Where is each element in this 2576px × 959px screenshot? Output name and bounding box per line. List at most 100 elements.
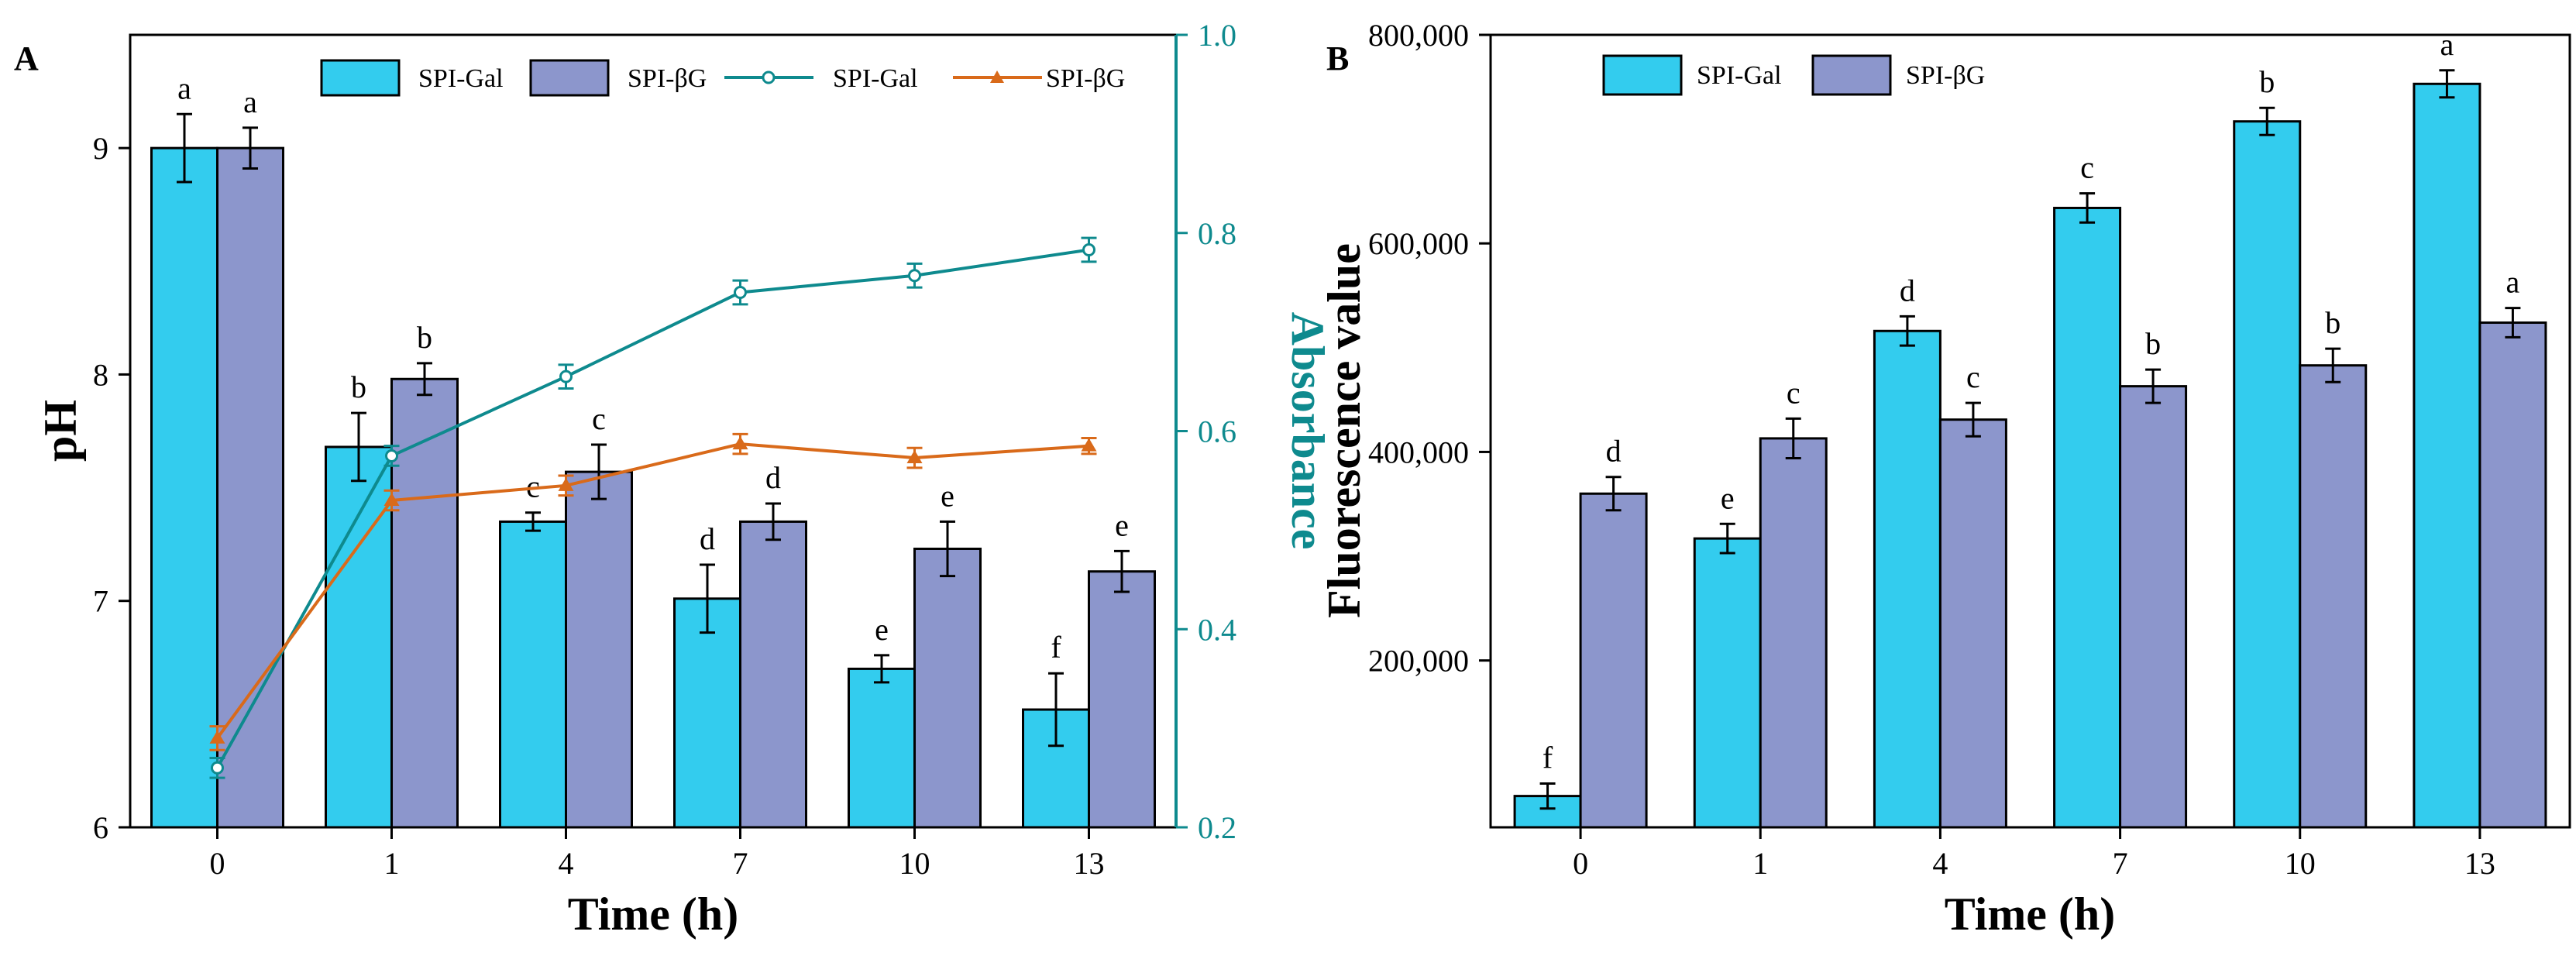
panel-a-y-title: pH bbox=[35, 400, 86, 462]
significance-label: a bbox=[177, 70, 191, 105]
bar-spi-bg-0 bbox=[216, 146, 284, 829]
y-tick-label: 800,000 bbox=[1368, 18, 1469, 53]
legend-swatch-spi-bg bbox=[1811, 54, 1892, 96]
significance-label: e bbox=[1721, 480, 1735, 515]
legend-label-spi-gal-bar: SPI-Gal bbox=[418, 64, 504, 93]
legend-marker-triangle-icon bbox=[990, 70, 1004, 83]
line-spi-bg bbox=[215, 442, 1089, 740]
panel-a-left-ticks: 6 7 8 9 bbox=[93, 131, 130, 845]
y-tick-label: 200,000 bbox=[1368, 644, 1469, 679]
significance-label: d bbox=[700, 521, 715, 556]
line-point-spi-bg-13 bbox=[1081, 438, 1097, 452]
panel-a-x-title: Time (h) bbox=[568, 889, 739, 940]
y2-tick-label: 0.8 bbox=[1198, 216, 1236, 251]
legend-label-spi-bg: SPI-βG bbox=[1906, 61, 1985, 90]
bar-spi-gal-10 bbox=[2233, 120, 2302, 829]
significance-label: c bbox=[2080, 150, 2094, 185]
y2-tick-label: 0.4 bbox=[1198, 612, 1236, 647]
bar-spi-gal-4 bbox=[1873, 329, 1941, 829]
line-point-spi-bg-1 bbox=[383, 493, 400, 507]
y2-tick-label: 0.6 bbox=[1198, 414, 1236, 449]
y2-tick-label: 0.2 bbox=[1198, 810, 1236, 845]
panel-b-bars: f e d c b a d c c b b a bbox=[1513, 27, 2547, 829]
bar-spi-bg-10 bbox=[913, 547, 982, 829]
significance-label: b bbox=[2325, 305, 2340, 340]
y-tick-label: 400,000 bbox=[1368, 435, 1469, 469]
bar-spi-bg-0 bbox=[1579, 492, 1648, 829]
significance-label: e bbox=[941, 478, 954, 513]
line-point-spi-gal-4 bbox=[559, 370, 573, 383]
y-tick-label: 6 bbox=[93, 810, 108, 845]
line-point-spi-gal-1 bbox=[385, 449, 398, 462]
panel-b-legend: SPI-Gal SPI-βG bbox=[1602, 54, 1985, 96]
significance-label: d bbox=[1606, 434, 1622, 469]
x-tick-label: 0 bbox=[1573, 846, 1588, 881]
bar-spi-gal-7 bbox=[2053, 206, 2122, 829]
bar-spi-bg-7 bbox=[2119, 385, 2188, 829]
x-tick-label: 7 bbox=[733, 846, 748, 881]
legend-label-spi-bg-line: SPI-βG bbox=[1046, 64, 1125, 93]
legend-label-spi-bg-bar: SPI-βG bbox=[628, 64, 707, 93]
panel-b: B f e d c b a d c c b b a 200,000 400,000 600,000 800,… bbox=[1319, 18, 2571, 940]
bar-spi-gal-1 bbox=[1693, 537, 1762, 829]
line-point-spi-bg-10 bbox=[906, 450, 923, 464]
significance-label: e bbox=[875, 612, 889, 647]
x-tick-label: 4 bbox=[1932, 846, 1948, 881]
y-tick-label: 8 bbox=[93, 357, 108, 392]
panel-b-label: B bbox=[1326, 40, 1349, 77]
legend-label-spi-gal-line: SPI-Gal bbox=[833, 64, 918, 93]
bar-spi-bg-1 bbox=[390, 377, 459, 829]
x-tick-label: 4 bbox=[559, 846, 574, 881]
significance-label: a bbox=[2506, 265, 2520, 300]
panel-a-bars: a b c d e f a b c d e e bbox=[150, 70, 1156, 829]
panel-a-label: A bbox=[14, 40, 39, 77]
significance-label: c bbox=[1966, 359, 1980, 394]
significance-label: a bbox=[2440, 27, 2454, 62]
x-tick-label: 10 bbox=[2285, 846, 2316, 881]
bar-spi-gal-7 bbox=[673, 597, 741, 829]
panel-a-frame bbox=[129, 33, 1178, 829]
line-point-spi-gal-7 bbox=[734, 285, 747, 299]
x-tick-label: 0 bbox=[210, 846, 225, 881]
y-tick-label: 7 bbox=[93, 584, 108, 619]
significance-label: d bbox=[1900, 273, 1915, 308]
significance-label: f bbox=[1543, 740, 1553, 775]
y-tick-label: 9 bbox=[93, 131, 108, 166]
x-tick-label: 1 bbox=[384, 846, 400, 881]
x-tick-label: 1 bbox=[1752, 846, 1768, 881]
x-tick-label: 7 bbox=[2113, 846, 2128, 881]
legend-marker-circle-icon bbox=[762, 70, 776, 84]
line-spi-gal bbox=[215, 248, 1089, 769]
significance-label: b bbox=[417, 320, 432, 355]
significance-label: b bbox=[2259, 64, 2275, 99]
bar-spi-bg-7 bbox=[739, 520, 807, 829]
line-point-spi-bg-4 bbox=[558, 477, 574, 491]
significance-label: b bbox=[2145, 326, 2161, 361]
significance-label: c bbox=[526, 469, 540, 504]
bar-spi-bg-4 bbox=[565, 470, 633, 829]
x-tick-label: 10 bbox=[899, 846, 930, 881]
panel-b-x-title: Time (h) bbox=[1945, 889, 2116, 940]
panel-b-x-ticks: 0 1 4 7 10 13 bbox=[1573, 827, 2495, 881]
panel-a-right-ticks: 0.2 0.4 0.6 0.8 1.0 bbox=[1176, 18, 1236, 845]
line-point-spi-bg-0 bbox=[209, 730, 225, 744]
significance-label: f bbox=[1051, 630, 1061, 665]
bar-spi-bg-13 bbox=[1088, 570, 1156, 829]
significance-label: d bbox=[765, 460, 781, 495]
bar-spi-gal-1 bbox=[325, 445, 393, 829]
line-point-spi-bg-7 bbox=[732, 436, 748, 450]
legend-swatch-spi-gal-bar bbox=[320, 59, 401, 97]
bar-spi-bg-1 bbox=[1759, 437, 1828, 829]
panel-b-left-ticks: 200,000 400,000 600,000 800,000 bbox=[1368, 18, 1491, 679]
significance-label: c bbox=[1787, 375, 1800, 410]
y-tick-label: 600,000 bbox=[1368, 226, 1469, 261]
panel-a-lines bbox=[209, 236, 1097, 779]
y2-tick-label: 1.0 bbox=[1198, 18, 1236, 53]
significance-label: a bbox=[243, 84, 257, 119]
line-point-spi-gal-0 bbox=[211, 761, 224, 775]
bar-spi-bg-13 bbox=[2478, 321, 2547, 829]
bar-spi-gal-13 bbox=[2413, 82, 2481, 829]
bar-spi-gal-0 bbox=[150, 146, 218, 829]
legend-swatch-spi-gal bbox=[1602, 54, 1683, 96]
line-point-spi-gal-13 bbox=[1082, 242, 1095, 256]
